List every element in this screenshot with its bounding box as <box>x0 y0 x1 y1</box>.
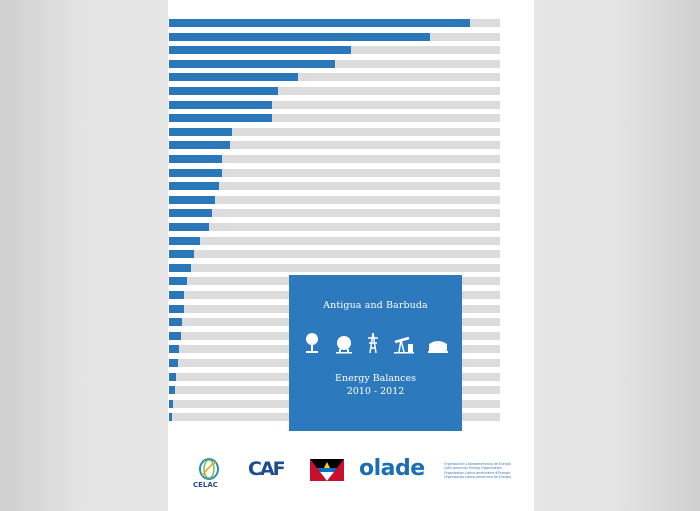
oil-pump-jack-icon <box>393 334 415 354</box>
antigua-and-barbuda-flag <box>310 459 344 481</box>
bar-track <box>169 209 500 217</box>
bar-track <box>169 223 500 231</box>
bar-fill <box>169 305 184 313</box>
bar-fill <box>169 237 200 245</box>
bar-track <box>169 237 500 245</box>
bar-fill <box>169 359 178 367</box>
bar-track <box>169 141 500 149</box>
bar-track <box>169 264 500 272</box>
bar-fill <box>169 250 194 258</box>
bar-track <box>169 101 500 109</box>
bar-track <box>169 155 500 163</box>
bar-fill <box>169 169 222 177</box>
bar-fill <box>169 101 272 109</box>
title-box: Antigua and Barbuda <box>289 275 462 431</box>
bar-track <box>169 19 500 27</box>
bar-track <box>169 250 500 258</box>
report-period: 2010 - 2012 <box>346 386 405 397</box>
bar-track <box>169 128 500 136</box>
bar-fill <box>169 413 172 421</box>
bar-track <box>169 169 500 177</box>
bar-fill <box>169 400 173 408</box>
olade-description: Organización Latinoamericana de Energía … <box>444 462 524 480</box>
report-title: Energy Balances <box>335 373 416 384</box>
bar-fill <box>169 87 278 95</box>
oil-storage-tank-icon <box>427 338 449 354</box>
logo-strip: CELAC CAF olade Organización Latinoameri… <box>168 452 534 497</box>
bar-fill <box>169 46 351 54</box>
report-cover: Antigua and Barbuda <box>168 0 534 511</box>
bar-fill <box>169 128 232 136</box>
olade-desc-line: Organisation Latino-américaine d'Énergie <box>444 470 511 475</box>
bar-fill <box>169 141 230 149</box>
bar-fill <box>169 196 215 204</box>
bar-fill <box>169 19 470 27</box>
country-title: Antigua and Barbuda <box>323 300 428 311</box>
bar-track <box>169 87 500 95</box>
caf-logo: CAF <box>248 458 286 480</box>
gas-tank-icon <box>334 334 354 354</box>
bar-fill <box>169 373 176 381</box>
bar-fill <box>169 60 335 68</box>
bar-fill <box>169 182 219 190</box>
celac-logo <box>190 456 230 496</box>
bar-fill <box>169 155 222 163</box>
bar-track <box>169 60 500 68</box>
celac-logo-text: CELAC <box>193 481 218 489</box>
bar-track <box>169 33 500 41</box>
bar-track <box>169 182 500 190</box>
bar-fill <box>169 291 184 299</box>
decorative-bar-graphic <box>168 0 534 511</box>
bar-fill <box>169 209 212 217</box>
report-subtitle: Energy Balances 2010 - 2012 <box>289 372 462 398</box>
bar-fill <box>169 264 191 272</box>
bar-fill <box>169 114 272 122</box>
bar-fill <box>169 73 298 81</box>
bar-track <box>169 73 500 81</box>
bar-fill <box>169 277 187 285</box>
bar-fill <box>169 386 175 394</box>
power-tower-icon <box>366 332 380 354</box>
olade-desc-line: Latin American Energy Organization <box>444 466 502 471</box>
bar-fill <box>169 332 181 340</box>
bar-track <box>169 114 500 122</box>
bar-fill <box>169 318 182 326</box>
bar-fill <box>169 33 430 41</box>
bar-fill <box>169 345 179 353</box>
olade-desc-line: Organización Latinoamericana de Energía <box>444 462 511 466</box>
bar-track <box>169 46 500 54</box>
olade-logo: olade <box>359 456 425 481</box>
tree-icon <box>303 332 321 354</box>
olade-desc-line: Organização Latino-americana de Energia <box>444 475 512 480</box>
bar-fill <box>169 223 209 231</box>
energy-icons-row <box>303 328 449 354</box>
bar-track <box>169 196 500 204</box>
